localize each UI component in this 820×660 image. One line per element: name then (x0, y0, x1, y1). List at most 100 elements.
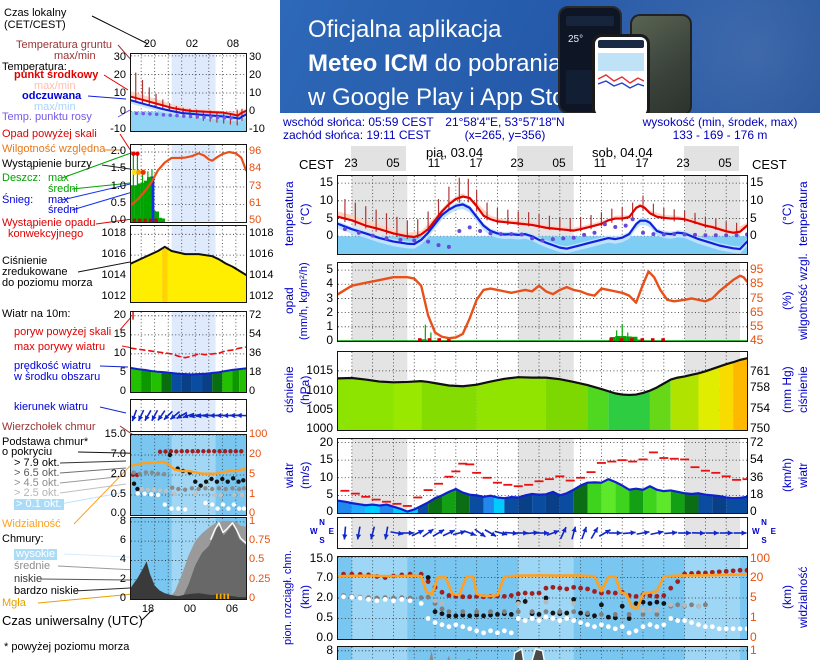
altitude-label: wysokość (min, środek, max) (642, 115, 798, 129)
compass-e: E (770, 527, 776, 536)
tick-label: 85 (750, 276, 764, 290)
legend-okta-45: > 4.5 okt. (14, 477, 60, 489)
mini-temperature-chart (130, 53, 247, 132)
legend-clouds: Chmury: (2, 533, 44, 545)
tick-label: 75 (750, 291, 764, 305)
tick-label: 15 (750, 175, 764, 189)
tick-label: 0 (249, 507, 256, 519)
tick-label: 0 (326, 228, 333, 242)
tick-label: 72 (249, 309, 262, 321)
tick-label: 61 (249, 197, 262, 209)
legend-footnote: * powyżej poziomu morza (4, 641, 130, 653)
mini-precipitation-chart (130, 144, 247, 223)
tick-label: 36 (249, 347, 262, 359)
tick-label: 18 (750, 487, 764, 501)
phone-mockup-meteogram (592, 34, 650, 113)
time-tick: 05 (552, 156, 566, 170)
banner-line1: Oficjalna aplikacja (308, 16, 502, 43)
legend-okta-01: > 0.1 okt. (14, 498, 64, 510)
tick-label: 5 (750, 590, 757, 604)
banner-text: Oficjalna aplikacja Meteo ICM do pobrani… (308, 13, 587, 113)
tick-label: 10 (113, 347, 126, 359)
tick-label: 20 (113, 309, 126, 321)
tick-label: 1012 (101, 290, 126, 302)
tick-label: 54 (750, 452, 764, 466)
tick-label: 1 (750, 643, 757, 657)
tick-label: 0.75 (249, 534, 271, 546)
compass-e: E (328, 527, 334, 536)
tick-label: 5 (326, 211, 333, 225)
tick-label: 0 (326, 333, 333, 347)
caption-pressure-right: ciśnienie (796, 366, 810, 414)
tick-label: 72 (750, 435, 764, 449)
cloud-base-visibility-panel (337, 556, 748, 640)
legend-convective-2: konwekcyjnego (8, 228, 84, 240)
compass-n: N (319, 518, 325, 527)
caption-temperature-right: temperatura (796, 181, 810, 247)
legend-max-gusts: max porywy wiatru (14, 341, 106, 353)
legend-clouds-mid: średnie (14, 560, 51, 572)
temperature-panel (337, 175, 748, 255)
legend-okta-79: > 7.9 okt. (14, 457, 60, 469)
legend-gust-offscale: poryw powyżej skali (14, 326, 112, 338)
tick-label: 2.0 (316, 590, 333, 604)
tick-label: 1014 (249, 269, 274, 281)
tick-label: 0 (750, 228, 757, 242)
legend-thunderstorm: Wystąpienie burzy (2, 158, 92, 170)
legend-visibility: Widzialność (2, 518, 61, 530)
tick-label: 1 (249, 488, 256, 500)
legend-rain-mean: średni (48, 183, 78, 195)
legend-dew-point: Temp. punktu rosy (2, 111, 92, 123)
tick-label: 10 (113, 87, 126, 99)
timezone-right: CEST (752, 157, 787, 172)
mini-wind-chart (130, 311, 247, 393)
legend-clouds-low: niskie (14, 573, 43, 585)
tick-label: 5 (326, 262, 333, 276)
tick-label: 0.0 (316, 630, 333, 644)
time-tick: 05 (386, 156, 400, 170)
time-tick: 17 (469, 156, 483, 170)
tick-label: 750 (750, 421, 771, 435)
coordinates-label: 21°58'4"E, 53°57'18"N (445, 115, 565, 129)
caption-visibility-right: widzialność (796, 566, 810, 628)
time-tick: 23 (344, 156, 358, 170)
legend-utc-time: Czas uniwersalny (UTC) (2, 613, 143, 628)
tick-label: 0.25 (249, 573, 271, 585)
compass-s: S (319, 536, 325, 545)
app-banner-ad[interactable]: Oficjalna aplikacja Meteo ICM do pobrani… (280, 0, 820, 113)
night-block-3 (684, 146, 739, 171)
tick-label: 100 (249, 428, 268, 440)
clouds-panel (337, 646, 748, 660)
caption-visibility-unit-right: (km) (780, 585, 794, 609)
tick-label: 10 (750, 193, 764, 207)
tick-label: 5 (249, 468, 256, 480)
caption-wind-unit-right: (km/h) (780, 458, 794, 492)
tick-label: 2.0 (110, 145, 126, 157)
precipitation-humidity-panel (337, 262, 748, 342)
tick-label: 20 (249, 69, 262, 81)
tick-label: 1014 (101, 269, 126, 281)
tick-label: 20 (113, 69, 126, 81)
tick-label: 36 (750, 470, 764, 484)
time-tick: 23 (510, 156, 524, 170)
tick-label: 0 (750, 630, 757, 644)
tick-label: 4 (119, 553, 126, 565)
tick-label: 100 (750, 551, 771, 565)
tick-label: 754 (750, 401, 771, 415)
legend-pressure-2: zredukowane (2, 266, 68, 278)
tick-label: 1016 (249, 248, 274, 260)
legend-convective-1: Wystąpienie opadu (2, 217, 96, 229)
compass-n: N (761, 518, 767, 527)
wind-panel (337, 438, 748, 514)
tick-label: 0 (249, 592, 256, 604)
altitude-values: 133 - 169 - 176 m (672, 128, 768, 142)
tick-label: 0 (119, 385, 126, 397)
day-label-saturday: sob, 04.04 (592, 145, 653, 160)
tick-label: 18 (141, 603, 155, 615)
legend-wind-direction: kierunek wiatru (14, 401, 88, 413)
tick-label: 73 (249, 180, 262, 192)
tick-label: 8 (119, 515, 126, 527)
tick-label: 0 (249, 105, 256, 117)
tick-label: 1000 (306, 421, 333, 435)
tick-label: 20 (143, 38, 157, 50)
